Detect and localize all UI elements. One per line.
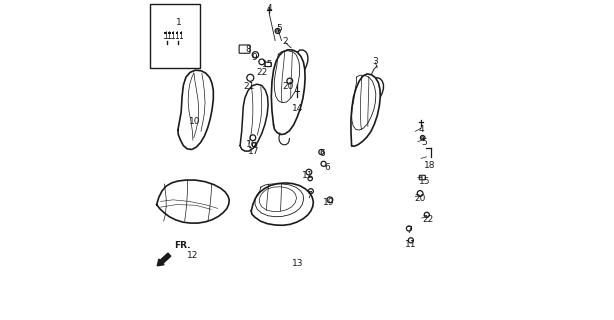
Bar bbox=[150, 4, 200, 68]
Text: 12: 12 bbox=[187, 251, 198, 260]
Text: 15: 15 bbox=[262, 60, 274, 69]
Text: 11: 11 bbox=[302, 171, 314, 180]
Text: 13: 13 bbox=[292, 259, 304, 268]
Text: 5: 5 bbox=[421, 138, 427, 147]
FancyBboxPatch shape bbox=[419, 175, 426, 180]
Text: 5: 5 bbox=[276, 24, 282, 33]
Text: 9: 9 bbox=[251, 53, 257, 62]
Text: FR.: FR. bbox=[174, 242, 190, 251]
Text: 11: 11 bbox=[405, 240, 417, 249]
Text: 7: 7 bbox=[306, 190, 313, 200]
Text: 1: 1 bbox=[176, 19, 182, 28]
Text: 15: 15 bbox=[419, 177, 430, 186]
Text: 7: 7 bbox=[406, 226, 412, 235]
Text: 22: 22 bbox=[256, 68, 267, 76]
Text: 19: 19 bbox=[323, 197, 335, 206]
FancyBboxPatch shape bbox=[239, 45, 250, 53]
Text: 20: 20 bbox=[282, 82, 293, 91]
Text: 3: 3 bbox=[373, 57, 378, 66]
Text: 14: 14 bbox=[292, 104, 303, 113]
Text: 18: 18 bbox=[424, 161, 435, 170]
Text: 20: 20 bbox=[414, 194, 426, 204]
Text: 4: 4 bbox=[418, 125, 424, 134]
Text: 17: 17 bbox=[248, 147, 260, 156]
Text: 2: 2 bbox=[283, 37, 289, 46]
Text: 6: 6 bbox=[324, 163, 330, 172]
Text: 21: 21 bbox=[243, 82, 255, 91]
Text: 6: 6 bbox=[319, 149, 325, 158]
Text: 8: 8 bbox=[245, 44, 251, 54]
FancyBboxPatch shape bbox=[265, 62, 271, 67]
Text: 22: 22 bbox=[422, 215, 433, 224]
Text: 4: 4 bbox=[266, 4, 272, 13]
Text: 10: 10 bbox=[189, 117, 201, 126]
FancyArrow shape bbox=[157, 253, 171, 266]
Text: 16: 16 bbox=[246, 140, 258, 149]
